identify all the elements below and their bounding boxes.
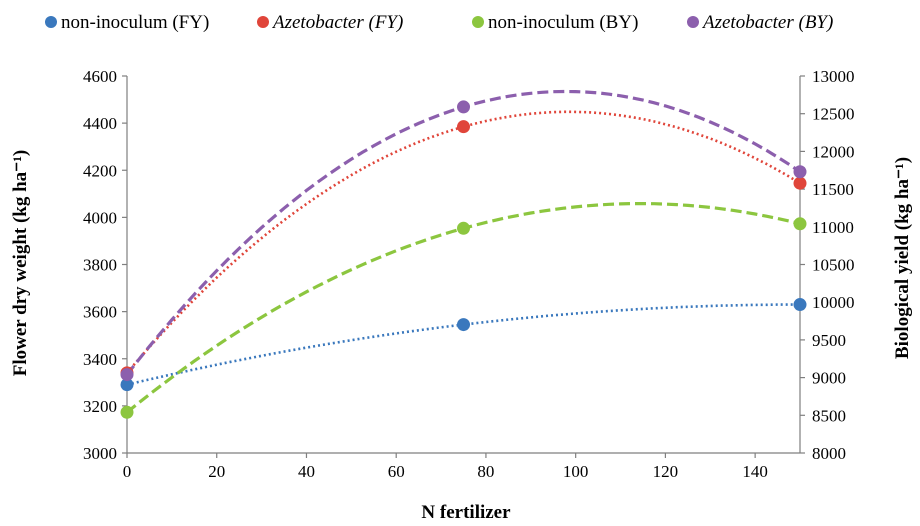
x-axis-title: N fertilizer	[421, 502, 511, 523]
y-axis-title-right: Biological yield (kg ha⁻¹)	[892, 157, 913, 359]
legend-label: non-inoculum (FY)	[61, 12, 209, 33]
data-point	[457, 318, 470, 332]
x-tick-label: 20	[208, 462, 225, 481]
series-line	[125, 202, 801, 414]
y-right-tick-label: 9000	[812, 369, 846, 388]
y-left-tick-label: 3400	[83, 350, 117, 369]
data-point	[457, 221, 470, 235]
x-tick-label: 80	[477, 462, 494, 481]
legend: non-inoculum (FY) Azetobacter (FY) non-ino…	[45, 12, 833, 33]
y-right-tick-label: 11000	[812, 218, 854, 237]
x-tick-label: 40	[298, 462, 315, 481]
series-line	[126, 110, 801, 374]
x-tick-label: 100	[563, 462, 589, 481]
series-line	[126, 303, 800, 386]
y-left-tick-label: 3000	[83, 444, 117, 463]
data-point	[120, 378, 134, 392]
x-tick-label: 120	[653, 462, 679, 481]
y-right-tick-label: 10000	[812, 293, 855, 312]
y-left-tick-label: 4600	[83, 67, 117, 86]
plot-area	[120, 89, 807, 419]
x-tick-label: 0	[123, 462, 132, 481]
data-point	[120, 405, 134, 419]
axes: 0 20 40 60 80 100 120 140 3000 3200 3400 3600 3800 40…	[83, 67, 855, 481]
y-axis-title-left: Flower dry weight (kg ha⁻¹)	[10, 150, 31, 376]
y-right-tick-label: 8000	[812, 444, 846, 463]
legend-label: Azetobacter (FY)	[271, 12, 403, 33]
data-point	[793, 165, 807, 179]
legend-label: Azetobacter (BY)	[701, 12, 833, 33]
data-point	[793, 217, 807, 231]
y-right-tick-label: 12000	[812, 142, 855, 161]
y-right-tick-label: 8500	[812, 406, 846, 425]
data-point	[457, 100, 470, 114]
y-left-tick-label: 3600	[83, 303, 117, 322]
x-tick-label: 60	[388, 462, 405, 481]
y-right-tick-label: 12500	[812, 105, 855, 124]
y-left-tick-label: 3200	[83, 397, 117, 416]
y-right-tick-label: 11500	[812, 180, 854, 199]
legend-marker	[45, 16, 57, 28]
data-point	[457, 120, 470, 134]
y-left-tick-label: 4200	[83, 161, 117, 180]
legend-marker	[687, 16, 699, 28]
data-point	[120, 368, 134, 382]
x-tick-label: 140	[742, 462, 768, 481]
y-left-tick-label: 3800	[83, 256, 117, 275]
y-right-tick-label: 13000	[812, 67, 855, 86]
y-right-tick-label: 9500	[812, 331, 846, 350]
y-left-tick-label: 4000	[83, 208, 117, 227]
data-point	[793, 176, 807, 190]
legend-marker	[472, 16, 484, 28]
legend-marker	[257, 16, 269, 28]
data-point	[793, 298, 807, 312]
y-left-tick-label: 4400	[83, 114, 117, 133]
y-right-tick-label: 10500	[812, 256, 855, 275]
legend-label: non-inoculum (BY)	[488, 12, 638, 33]
